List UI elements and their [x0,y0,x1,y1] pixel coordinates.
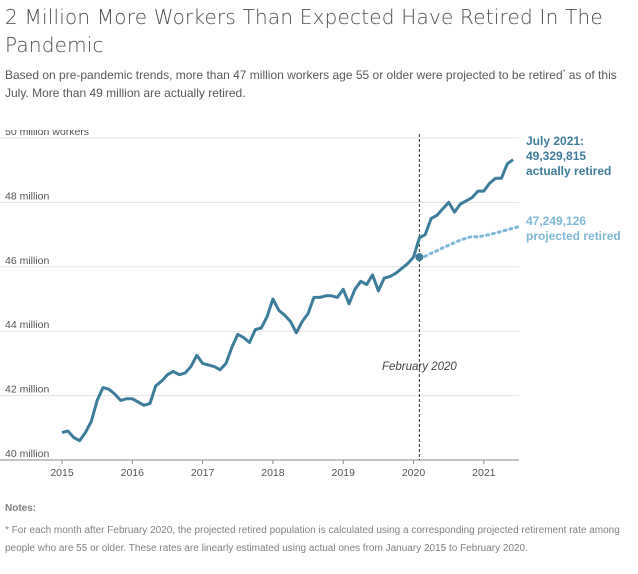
marker-label: February 2020 [382,361,457,373]
x-tick-label: 2017 [191,467,215,479]
annotation-projected: projected retired [526,229,621,243]
footnote-marker: * [562,69,566,76]
annotation-projected: 47,249,126 [526,214,586,228]
annotation-actual: July 2021: [526,134,584,148]
y-tick-label: 44 million [5,319,50,331]
line-chart: 40 million 42 million 44 million 46 million… [0,130,621,479]
y-tick-label: 48 million [5,190,50,202]
x-tick-label: 2020 [402,467,426,479]
y-tick-label: 50 million workers [5,130,89,138]
notes-block: Notes: * For each month after February 2… [5,500,630,558]
notes-text: * For each month after February 2020, th… [5,525,620,554]
chart-title: 2 Million More Workers Than Expected Hav… [5,5,603,57]
subtitle-text: Based on pre-pandemic trends, more than … [5,68,563,82]
series-line-projected [417,225,521,261]
x-tick-label: 2016 [121,467,145,479]
x-tick-label: 2015 [50,467,74,479]
y-tick-label: 46 million [5,255,50,267]
x-tick-label: 2019 [332,467,356,479]
subtitle-text-cont: as of this July. More than 49 million ar… [5,68,617,100]
y-tick-label: 42 million [5,384,50,396]
chart-subtitle: Based on pre-pandemic trends, more than … [5,66,625,102]
x-tick-label: 2021 [472,467,496,479]
marker-dot [415,253,424,262]
annotation-actual: 49,329,815 [526,149,586,163]
notes-label: Notes: [5,503,37,514]
y-tick-label: 40 million [5,448,50,460]
x-tick-label: 2018 [261,467,285,479]
series-line-actual [61,158,514,443]
annotation-actual: actually retired [526,164,611,178]
